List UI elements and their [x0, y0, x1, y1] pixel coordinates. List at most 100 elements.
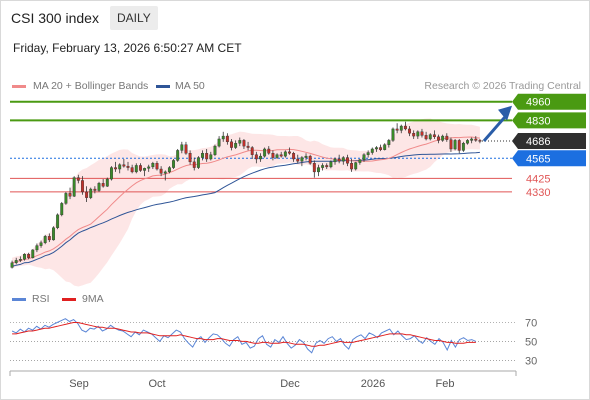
candle-body	[379, 147, 383, 150]
candle-body	[387, 140, 391, 145]
candle-body	[188, 153, 192, 163]
candle-body	[143, 168, 147, 171]
candle-body	[14, 260, 18, 264]
candle-body	[246, 145, 250, 148]
level-label-4686: 4686	[526, 136, 550, 148]
candle-body	[93, 188, 97, 191]
level-label-4565: 4565	[526, 153, 550, 165]
candle-body	[213, 145, 217, 155]
candle-body	[412, 133, 416, 137]
legend-swatch-ma50	[156, 85, 170, 88]
legend-swatch-ma20	[12, 85, 26, 88]
candle-body	[167, 167, 171, 173]
legend-swatch-rsi	[12, 298, 26, 301]
candle-body	[333, 158, 337, 163]
candle-body	[122, 164, 126, 167]
candle-body	[308, 155, 312, 164]
candle-body	[304, 155, 308, 158]
candle-body	[196, 157, 200, 168]
candle-body	[325, 165, 329, 168]
rsi-tick-30: 30	[525, 355, 537, 367]
candle-body	[317, 167, 320, 173]
candle-body	[420, 131, 424, 136]
candle-body	[85, 191, 89, 198]
candle-body	[432, 134, 436, 138]
candle-body	[31, 249, 35, 258]
candle-body	[445, 135, 449, 140]
candle-body	[395, 128, 399, 131]
candle-body	[76, 177, 80, 181]
candle-body	[43, 236, 47, 243]
level-tag-4960	[512, 93, 586, 110]
candle-body	[457, 140, 461, 151]
candle-body	[163, 171, 167, 174]
candle-body	[283, 151, 287, 157]
candle-body	[39, 242, 43, 246]
candle-body	[159, 168, 163, 174]
candle-body	[114, 167, 118, 170]
candle-body	[201, 153, 204, 158]
rsi-tick-50: 50	[525, 336, 537, 348]
x-tick-Feb: Feb	[436, 378, 455, 390]
research-credit: Research © 2026 Trading Central	[424, 80, 581, 92]
chart-header: CSI 300 index DAILY	[0, 0, 590, 36]
candle-body	[238, 140, 242, 144]
candle-body	[374, 147, 378, 150]
ma50-line	[11, 151, 480, 267]
candle-body	[134, 165, 138, 173]
candle-body	[312, 163, 316, 173]
level-label-4960: 4960	[526, 97, 550, 109]
candle-body	[60, 203, 64, 216]
candle-body	[403, 125, 407, 130]
candle-body	[408, 128, 411, 134]
candle-body	[259, 155, 262, 160]
candle-body	[72, 177, 76, 197]
candle-body	[217, 138, 221, 147]
candle-body	[300, 157, 304, 162]
candle-body	[209, 154, 213, 160]
candle-body	[35, 245, 39, 251]
candle-body	[474, 138, 478, 141]
candle-body	[453, 140, 457, 150]
candle-body	[370, 148, 374, 153]
legend-swatch-rsi-ma	[62, 298, 76, 301]
legend-label-rsi: RSI	[32, 293, 50, 305]
bollinger-band	[12, 118, 480, 287]
candle-body	[89, 188, 93, 198]
rsi-ma-line	[12, 322, 476, 347]
level-label-4425: 4425	[526, 173, 550, 185]
candle-body	[47, 236, 51, 241]
candle-body	[271, 153, 275, 158]
candle-body	[126, 165, 130, 168]
candle-body	[288, 151, 291, 154]
candle-body	[428, 134, 432, 140]
candle-body	[155, 163, 159, 170]
candle-body	[399, 125, 403, 131]
candle-body	[184, 144, 188, 154]
candle-body	[466, 140, 469, 144]
candle-body	[225, 135, 229, 143]
candle-body	[192, 161, 196, 168]
candle-body	[437, 136, 440, 141]
candle-body	[250, 147, 254, 155]
level-label-4830: 4830	[526, 115, 550, 127]
candle-body	[424, 135, 428, 140]
candle-body	[279, 154, 283, 157]
candle-body	[416, 131, 420, 137]
candle-body	[341, 157, 345, 162]
candle-body	[242, 140, 246, 147]
candle-body	[81, 180, 84, 193]
candle-body	[56, 214, 60, 228]
level-label-4330: 4330	[526, 187, 550, 199]
timeframe-badge[interactable]: DAILY	[110, 6, 158, 30]
x-tick-Oct: Oct	[148, 378, 165, 390]
legend-label-ma50: MA 50	[175, 80, 205, 92]
candle-body	[358, 159, 362, 163]
candle-body	[234, 143, 238, 148]
candle-body	[461, 143, 465, 151]
candle-body	[64, 193, 68, 204]
candle-body	[391, 128, 395, 141]
candle-body	[337, 158, 341, 162]
candle-body	[478, 140, 482, 142]
